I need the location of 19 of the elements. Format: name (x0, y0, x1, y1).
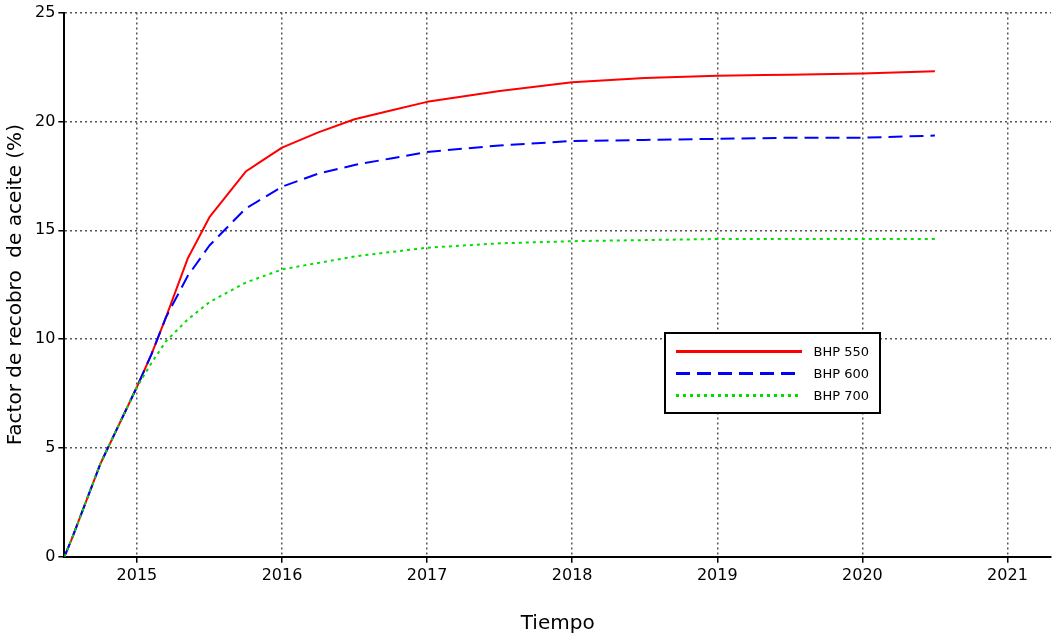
y-tick-label: 0 (45, 545, 56, 565)
x-tick-label: 2015 (116, 564, 158, 584)
y-tick-label: 25 (35, 1, 56, 21)
x-axis-title: Tiempo (519, 610, 595, 635)
y-tick-label: 5 (45, 437, 56, 457)
line-series (64, 237, 936, 557)
x-tick-label: 2018 (551, 564, 593, 584)
x-tick-label: 2020 (842, 564, 883, 584)
x-tick-label: 2016 (261, 564, 303, 584)
y-tick-label: 20 (35, 110, 56, 130)
x-tick-label: 2021 (987, 564, 1028, 584)
legend-label: BHP 700 (813, 387, 869, 403)
x-tick-label: 2019 (696, 564, 738, 584)
x-tick-label: 2017 (406, 564, 448, 584)
y-tick-label: 15 (35, 219, 56, 239)
legend-label: BHP 600 (813, 365, 869, 381)
y-tick-label: 10 (35, 328, 56, 348)
y-axis-title: Factor de recobro de aceite (%) (2, 124, 27, 446)
legend-label: BHP 550 (813, 343, 869, 359)
